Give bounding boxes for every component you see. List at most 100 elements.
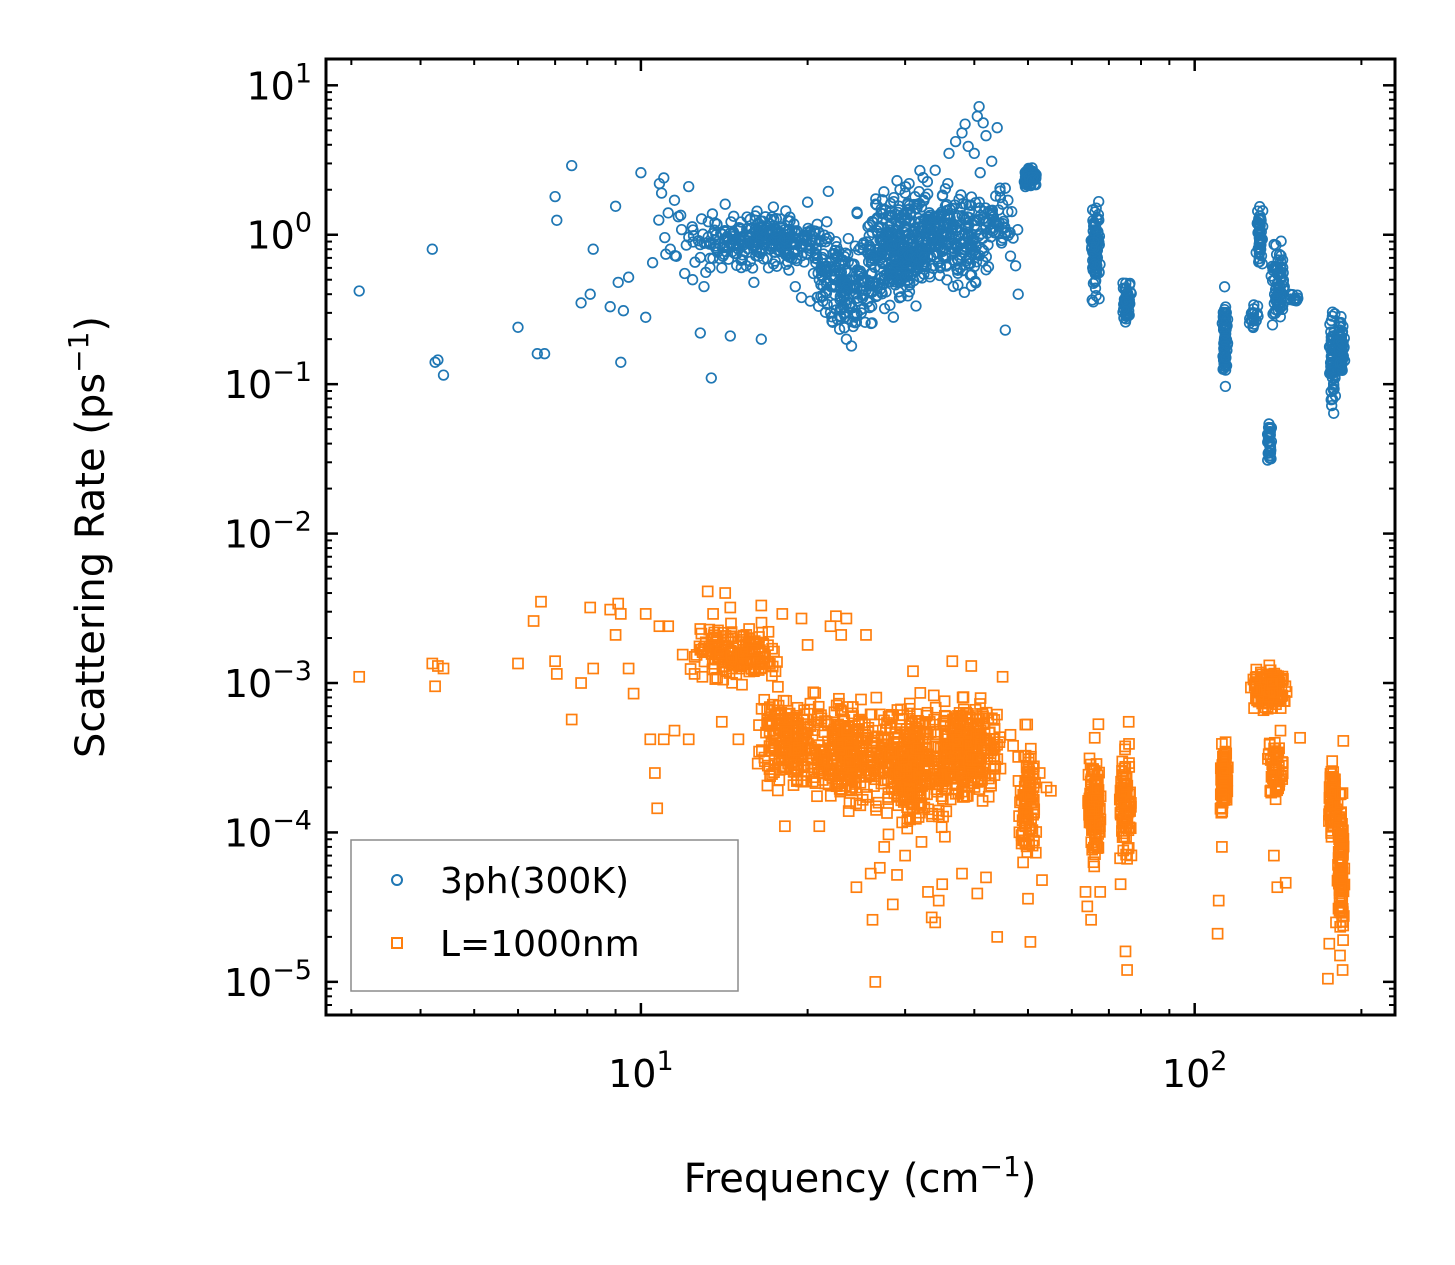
data-point-3ph <box>897 246 909 258</box>
data-point-l1000nm <box>725 617 737 630</box>
data-point-3ph <box>856 272 868 285</box>
data-point-l1000nm <box>833 692 845 705</box>
data-point-l1000nm <box>1336 787 1349 799</box>
data-point-l1000nm <box>946 655 959 668</box>
data-point-l1000nm <box>961 789 974 802</box>
data-point-l1000nm <box>1091 782 1104 795</box>
data-point-3ph <box>888 191 900 204</box>
data-point-3ph <box>851 264 863 276</box>
data-point-l1000nm <box>1337 824 1349 837</box>
data-point-3ph <box>849 310 861 323</box>
data-point-3ph <box>791 225 803 237</box>
data-point-3ph <box>1012 224 1024 236</box>
data-point-3ph <box>884 220 896 232</box>
data-point-l1000nm <box>657 733 670 746</box>
data-point-3ph <box>687 224 699 236</box>
data-point-3ph <box>991 218 1003 230</box>
data-point-l1000nm <box>732 733 745 746</box>
data-point-l1000nm <box>926 807 938 820</box>
data-point-3ph <box>353 285 365 297</box>
data-point-l1000nm <box>1024 822 1037 835</box>
legend-label-l1000nm: L=1000nm <box>440 924 640 965</box>
data-point-3ph <box>1336 357 1348 370</box>
data-point-3ph <box>941 274 953 286</box>
data-point-3ph <box>706 208 719 220</box>
data-point-3ph <box>1217 363 1229 375</box>
data-point-l1000nm <box>682 733 695 746</box>
data-point-l1000nm <box>965 750 978 763</box>
data-point-3ph <box>704 261 716 274</box>
data-point-3ph <box>751 205 763 217</box>
data-point-3ph <box>910 251 923 264</box>
data-point-3ph <box>865 317 877 330</box>
series-layer <box>353 100 1351 988</box>
data-point-3ph <box>1093 267 1105 279</box>
data-point-3ph <box>1338 354 1351 367</box>
data-point-l1000nm <box>575 677 587 689</box>
data-point-3ph <box>780 239 793 251</box>
data-point-3ph <box>1216 317 1228 329</box>
data-point-l1000nm <box>804 720 817 732</box>
data-point-3ph <box>903 249 916 261</box>
data-point-3ph <box>936 189 949 201</box>
data-point-3ph <box>738 234 750 246</box>
data-point-3ph <box>609 200 622 212</box>
data-point-l1000nm <box>756 744 768 756</box>
data-point-3ph <box>846 316 859 328</box>
data-point-l1000nm <box>958 776 971 789</box>
data-point-3ph <box>646 257 659 269</box>
data-point-3ph <box>825 255 837 267</box>
data-point-l1000nm <box>1090 794 1103 807</box>
data-point-3ph <box>1272 283 1284 295</box>
data-point-l1000nm <box>709 673 722 685</box>
data-point-l1000nm <box>622 662 635 675</box>
data-point-l1000nm <box>1122 842 1135 854</box>
data-point-l1000nm <box>881 807 893 819</box>
data-point-3ph <box>866 300 878 312</box>
data-point-3ph <box>1220 359 1233 372</box>
data-point-3ph <box>910 300 922 312</box>
x-tick-base: 10 <box>1162 1052 1210 1096</box>
data-point-3ph <box>839 258 851 270</box>
data-point-l1000nm <box>1250 683 1263 696</box>
data-point-3ph <box>949 246 961 258</box>
data-point-3ph <box>728 210 740 222</box>
data-point-l1000nm <box>1091 841 1104 854</box>
data-point-3ph <box>617 305 630 317</box>
data-point-3ph <box>960 198 972 211</box>
data-point-3ph <box>725 216 737 228</box>
data-point-3ph <box>770 227 782 239</box>
data-point-l1000nm <box>1337 735 1350 747</box>
data-point-l1000nm <box>807 686 820 699</box>
data-point-3ph <box>692 235 705 247</box>
data-point-l1000nm <box>855 693 867 706</box>
data-point-l1000nm <box>1326 755 1339 767</box>
data-point-3ph <box>986 208 999 220</box>
legend-marker-3ph <box>391 874 403 886</box>
data-point-3ph <box>575 297 587 309</box>
data-point-l1000nm <box>765 744 777 757</box>
data-point-3ph <box>893 230 905 243</box>
data-point-3ph <box>958 286 971 299</box>
data-point-l1000nm <box>920 709 933 722</box>
data-point-3ph <box>864 279 876 291</box>
data-point-l1000nm <box>1334 854 1346 866</box>
data-point-3ph <box>736 249 748 261</box>
data-point-l1000nm <box>939 830 951 843</box>
data-point-3ph <box>1273 300 1285 312</box>
data-point-3ph <box>1336 340 1348 352</box>
data-point-3ph <box>878 302 891 315</box>
data-point-3ph <box>897 240 909 252</box>
y-tick-label: 101 <box>246 58 312 108</box>
data-point-l1000nm <box>1335 828 1348 841</box>
data-point-3ph <box>885 197 897 210</box>
data-point-3ph <box>962 140 974 153</box>
data-point-l1000nm <box>870 800 882 813</box>
data-point-3ph <box>929 164 941 176</box>
data-point-l1000nm <box>860 629 872 641</box>
data-point-l1000nm <box>792 762 804 775</box>
data-point-l1000nm <box>868 731 881 744</box>
data-point-l1000nm <box>1024 936 1037 948</box>
data-point-l1000nm <box>565 713 578 726</box>
data-point-l1000nm <box>1250 663 1263 676</box>
